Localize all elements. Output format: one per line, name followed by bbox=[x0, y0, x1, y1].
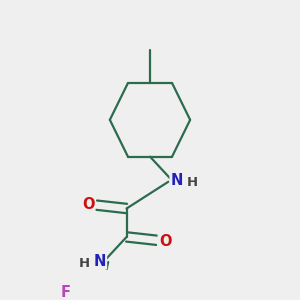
Text: N: N bbox=[94, 254, 106, 268]
Text: N: N bbox=[171, 173, 183, 188]
Text: O: O bbox=[159, 234, 171, 249]
Text: F: F bbox=[60, 285, 70, 300]
Text: H: H bbox=[79, 256, 90, 269]
Text: O: O bbox=[82, 196, 94, 211]
Text: H: H bbox=[187, 176, 198, 189]
